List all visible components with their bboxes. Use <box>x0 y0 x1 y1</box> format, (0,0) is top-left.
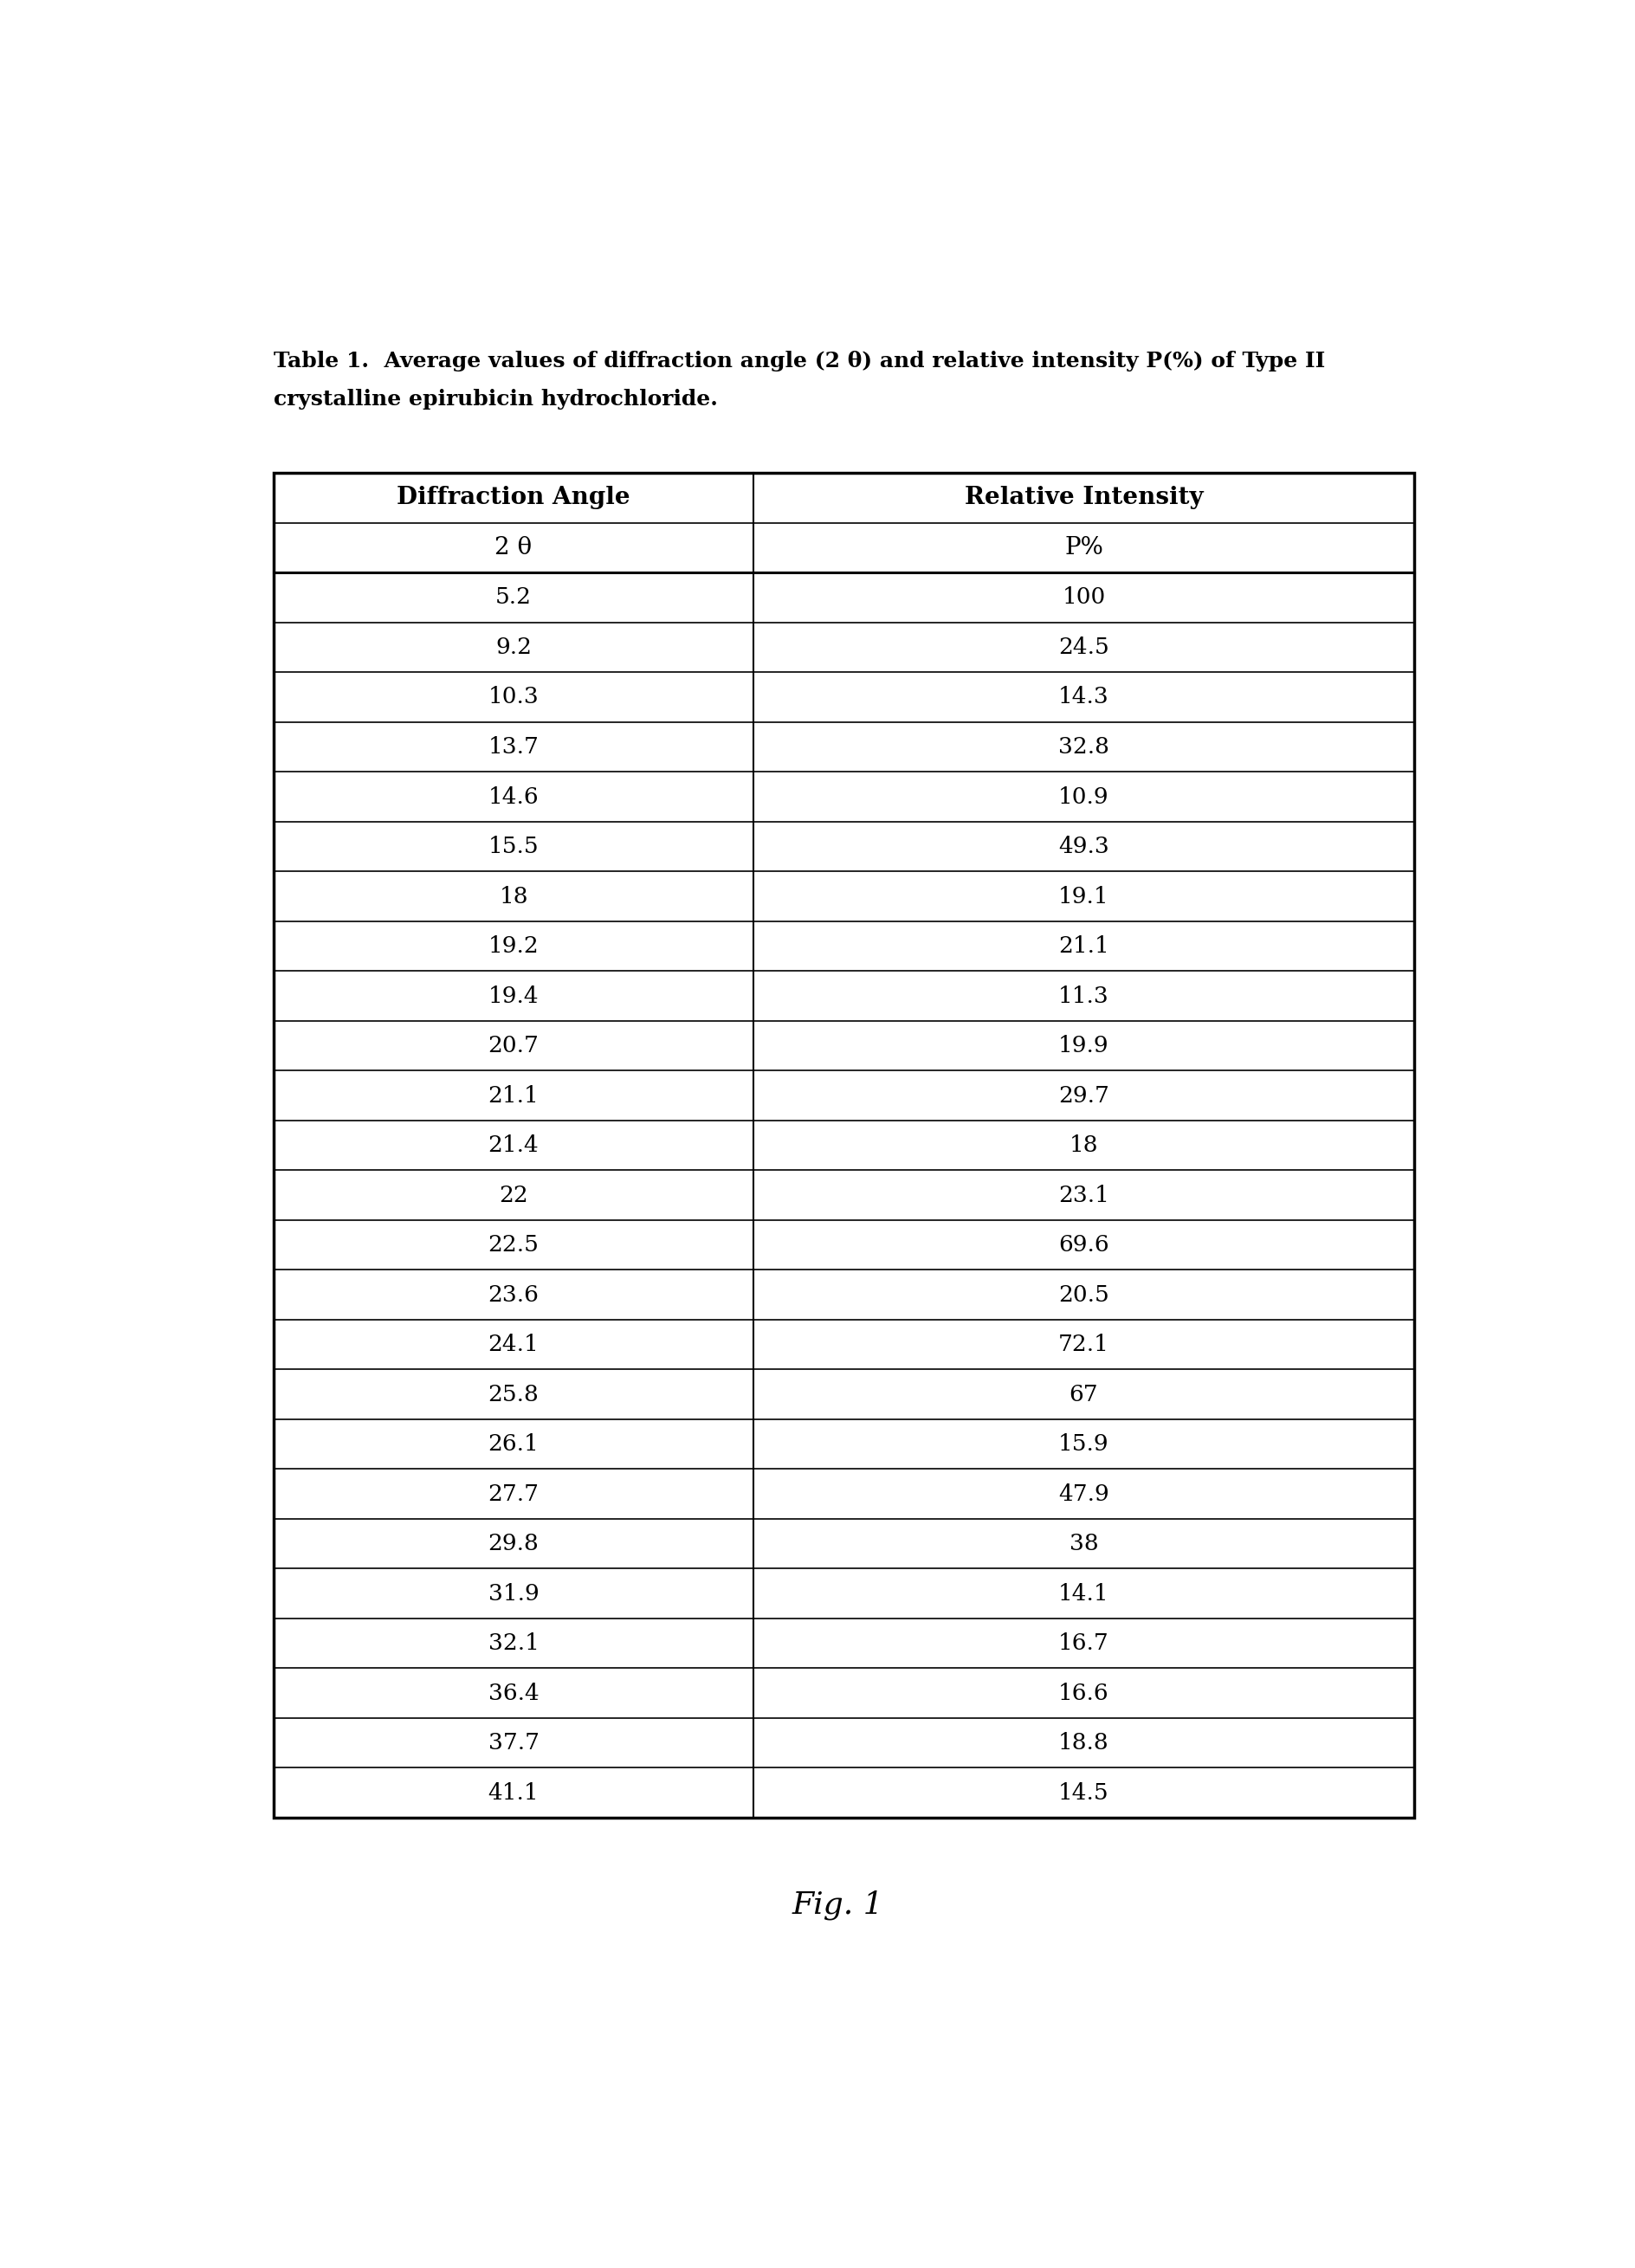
Text: 9.2: 9.2 <box>495 637 531 658</box>
Text: 29.7: 29.7 <box>1058 1084 1109 1107</box>
Text: 47.9: 47.9 <box>1058 1483 1109 1504</box>
Text: 15.5: 15.5 <box>489 835 540 857</box>
Text: 19.4: 19.4 <box>489 984 540 1007</box>
Text: 23.1: 23.1 <box>1058 1184 1109 1207</box>
Text: 25.8: 25.8 <box>489 1383 540 1406</box>
Text: 16.7: 16.7 <box>1058 1633 1109 1653</box>
Text: 100: 100 <box>1063 587 1105 608</box>
Text: 11.3: 11.3 <box>1058 984 1109 1007</box>
Text: 18.8: 18.8 <box>1058 1733 1109 1753</box>
Text: 21.1: 21.1 <box>1058 934 1109 957</box>
Text: 67: 67 <box>1069 1383 1099 1406</box>
Text: Fig. 1: Fig. 1 <box>791 1889 885 1921</box>
Text: 14.6: 14.6 <box>489 787 540 807</box>
Text: 41.1: 41.1 <box>489 1783 540 1803</box>
Text: 24.5: 24.5 <box>1058 637 1109 658</box>
Text: 27.7: 27.7 <box>487 1483 540 1504</box>
Text: 10.9: 10.9 <box>1058 787 1109 807</box>
Text: 23.6: 23.6 <box>489 1284 540 1306</box>
Text: 49.3: 49.3 <box>1058 835 1109 857</box>
Text: Diffraction Angle: Diffraction Angle <box>397 485 631 510</box>
Text: 21.4: 21.4 <box>489 1134 540 1157</box>
Text: 14.3: 14.3 <box>1058 687 1109 708</box>
Text: 36.4: 36.4 <box>489 1683 540 1703</box>
Text: 20.5: 20.5 <box>1058 1284 1109 1306</box>
Text: P%: P% <box>1064 535 1104 560</box>
Text: 19.2: 19.2 <box>489 934 540 957</box>
Text: 5.2: 5.2 <box>495 587 531 608</box>
Text: 37.7: 37.7 <box>487 1733 540 1753</box>
Text: 31.9: 31.9 <box>489 1583 540 1603</box>
Text: 18: 18 <box>499 885 528 907</box>
Text: Relative Intensity: Relative Intensity <box>965 485 1203 510</box>
Text: 32.1: 32.1 <box>489 1633 540 1653</box>
Text: 16.6: 16.6 <box>1058 1683 1109 1703</box>
Text: 2 θ: 2 θ <box>495 535 533 560</box>
Text: 22: 22 <box>499 1184 528 1207</box>
Text: 32.8: 32.8 <box>1058 737 1109 758</box>
Text: 22.5: 22.5 <box>489 1234 540 1256</box>
Text: 14.5: 14.5 <box>1058 1783 1109 1803</box>
Text: 38: 38 <box>1069 1533 1099 1554</box>
Text: 21.1: 21.1 <box>489 1084 540 1107</box>
Text: 20.7: 20.7 <box>489 1034 540 1057</box>
Text: 72.1: 72.1 <box>1058 1334 1109 1356</box>
Text: 69.6: 69.6 <box>1058 1234 1109 1256</box>
Text: 29.8: 29.8 <box>489 1533 540 1554</box>
Text: 18: 18 <box>1069 1134 1099 1157</box>
Text: 10.3: 10.3 <box>489 687 540 708</box>
Text: 15.9: 15.9 <box>1058 1433 1109 1456</box>
Text: 24.1: 24.1 <box>489 1334 540 1356</box>
Text: 26.1: 26.1 <box>489 1433 540 1456</box>
Text: 14.1: 14.1 <box>1058 1583 1109 1603</box>
Text: 13.7: 13.7 <box>489 737 540 758</box>
Text: crystalline epirubicin hydrochloride.: crystalline epirubicin hydrochloride. <box>275 390 718 411</box>
Text: 19.9: 19.9 <box>1058 1034 1109 1057</box>
Text: 19.1: 19.1 <box>1058 885 1109 907</box>
Text: Table 1.  Average values of diffraction angle (2 θ) and relative intensity P(%) : Table 1. Average values of diffraction a… <box>275 352 1326 372</box>
